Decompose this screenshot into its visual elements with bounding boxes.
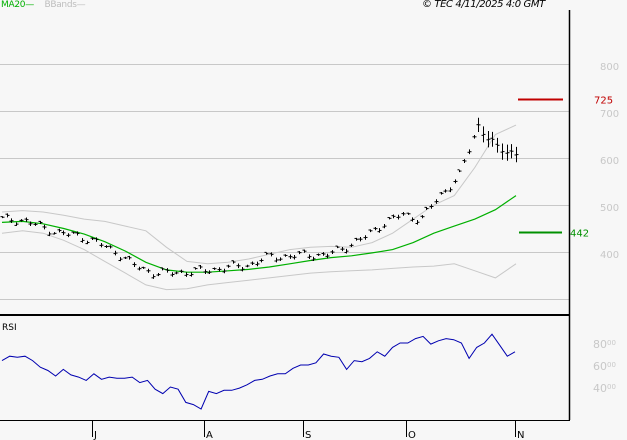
rsi-line	[1, 333, 516, 410]
chart-legend: MA20— BBands—	[1, 0, 86, 10]
svg-text:800: 800	[600, 62, 619, 73]
legend-ma20: MA20—	[1, 0, 34, 10]
svg-text:500: 500	[600, 203, 619, 214]
svg-text:A: A	[206, 430, 213, 440]
ma20-line	[1, 195, 517, 273]
svg-text:O: O	[408, 430, 416, 440]
svg-text:700: 700	[600, 109, 619, 120]
svg-text:S: S	[305, 430, 311, 440]
copyright-timestamp: © TEC 4/11/2025 4:0 GMT	[422, 0, 545, 10]
svg-text:442: 442	[570, 229, 589, 240]
price-grid	[0, 64, 569, 300]
chart-axes	[0, 10, 571, 421]
svg-text:6000: 6000	[593, 360, 616, 373]
svg-text:4000: 4000	[593, 382, 616, 395]
axis-labels: 800 700 600 500 400 RSI 8000 6000 4000 J A S O N	[2, 62, 619, 440]
svg-text:600: 600	[600, 156, 619, 167]
svg-text:J: J	[93, 430, 97, 440]
price-bars	[0, 117, 519, 279]
svg-text:RSI: RSI	[2, 323, 17, 333]
level-markers: 725 442	[518, 96, 613, 240]
svg-text:400: 400	[600, 250, 619, 261]
legend-bbands: BBands—	[44, 0, 86, 10]
svg-text:725: 725	[594, 96, 613, 107]
svg-text:8000: 8000	[593, 338, 616, 351]
bollinger-bands	[1, 124, 517, 291]
svg-text:N: N	[517, 430, 524, 440]
